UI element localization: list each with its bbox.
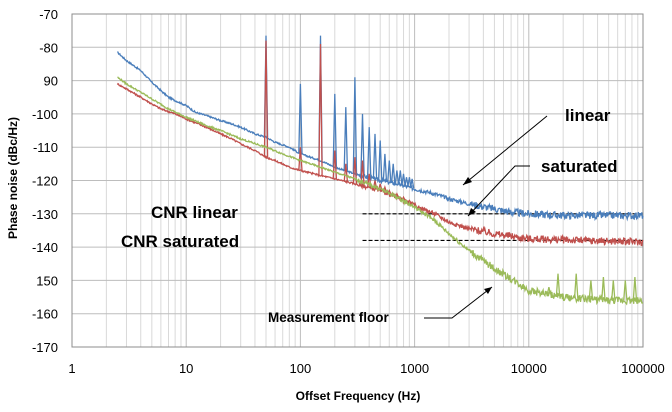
- x-axis-title: Offset Frequency (Hz): [296, 389, 421, 403]
- y-tick-label: 90: [44, 74, 58, 89]
- spur-red: [263, 40, 269, 158]
- spur-blue: [404, 177, 409, 187]
- spur-red: [409, 200, 415, 205]
- axis-titles: Offset Frequency (Hz) Phase noise (dBc/H…: [6, 117, 420, 403]
- spur-red: [360, 160, 365, 186]
- spur-green: [623, 280, 628, 301]
- arrowhead-linear: [463, 177, 472, 185]
- spur-green: [611, 280, 616, 301]
- spur-red: [298, 147, 303, 171]
- series-line-red: [116, 82, 644, 247]
- plot-area: [71, 13, 644, 348]
- arrowhead-saturated: [468, 208, 476, 216]
- reference-lines: [362, 213, 643, 242]
- y-tick-label: -100: [32, 107, 58, 122]
- y-tick-label: -170: [32, 340, 58, 355]
- arrow-measurement-floor: [424, 286, 493, 319]
- spur-green: [573, 273, 579, 299]
- x-tick-label: 100000: [621, 361, 664, 376]
- spur-green: [546, 286, 552, 295]
- arrow-saturated: [467, 165, 530, 217]
- series-group: [116, 35, 644, 306]
- annotation-saturated: saturated: [541, 157, 618, 176]
- spur-blue: [366, 127, 372, 178]
- spur-blue: [390, 163, 396, 184]
- annotations: linear saturated CNR linear CNR saturate…: [121, 106, 618, 325]
- spur-blue: [394, 170, 400, 184]
- spur-green: [588, 280, 594, 300]
- spur-blue: [343, 107, 349, 171]
- spur-green: [555, 273, 561, 297]
- spur-green: [601, 277, 606, 301]
- x-tick-label: 10000: [511, 361, 547, 376]
- series-line-blue: [116, 51, 644, 222]
- y-tick-label: 150: [36, 273, 58, 288]
- spur-blue: [407, 177, 412, 188]
- spur-red: [352, 157, 358, 184]
- annotation-linear: linear: [565, 106, 611, 125]
- x-tick-label: 10: [179, 361, 193, 376]
- y-tick-label: -80: [39, 40, 58, 55]
- spur-red: [407, 199, 412, 204]
- spur-blue: [382, 153, 388, 182]
- annotation-measurement-floor: Measurement floor: [268, 310, 390, 325]
- y-tick-label: -110: [33, 140, 58, 155]
- spur-blue: [298, 83, 303, 154]
- spur-blue: [398, 170, 403, 185]
- spur-blue: [387, 160, 392, 183]
- y-tick-label: -70: [39, 7, 58, 22]
- spur-blue: [372, 133, 378, 180]
- annotation-cnr-saturated: CNR saturated: [121, 232, 239, 251]
- spur-red: [332, 150, 338, 179]
- x-tick-label: 1000: [400, 361, 429, 376]
- spur-blue: [377, 140, 383, 181]
- spur-blue: [409, 178, 415, 189]
- y-tick-label: -160: [32, 307, 58, 322]
- y-tick-label: -120: [32, 174, 58, 189]
- spur-red: [318, 43, 323, 176]
- y-tick-label: -140: [32, 240, 58, 255]
- spur-blue: [352, 77, 358, 174]
- annotation-cnr-linear: CNR linear: [151, 203, 238, 222]
- tick-labels: -70 -80 90 -100 -110 -120 -130 -140 150 -160 -170 1…: [32, 7, 665, 376]
- y-axis-title: Phase noise (dBc/Hz): [6, 117, 20, 239]
- spur-green: [632, 277, 638, 301]
- arrow-linear: [462, 115, 548, 186]
- y-tick-label: -130: [32, 207, 58, 222]
- arrowhead-measurement-floor: [484, 287, 492, 294]
- series-line-green: [117, 76, 644, 306]
- spur-blue: [332, 93, 338, 168]
- plot-frame: [71, 13, 644, 348]
- x-tick-label: 1: [68, 361, 75, 376]
- x-tick-label: 100: [290, 361, 312, 376]
- spur-blue: [360, 113, 365, 176]
- spur-blue: [401, 173, 406, 186]
